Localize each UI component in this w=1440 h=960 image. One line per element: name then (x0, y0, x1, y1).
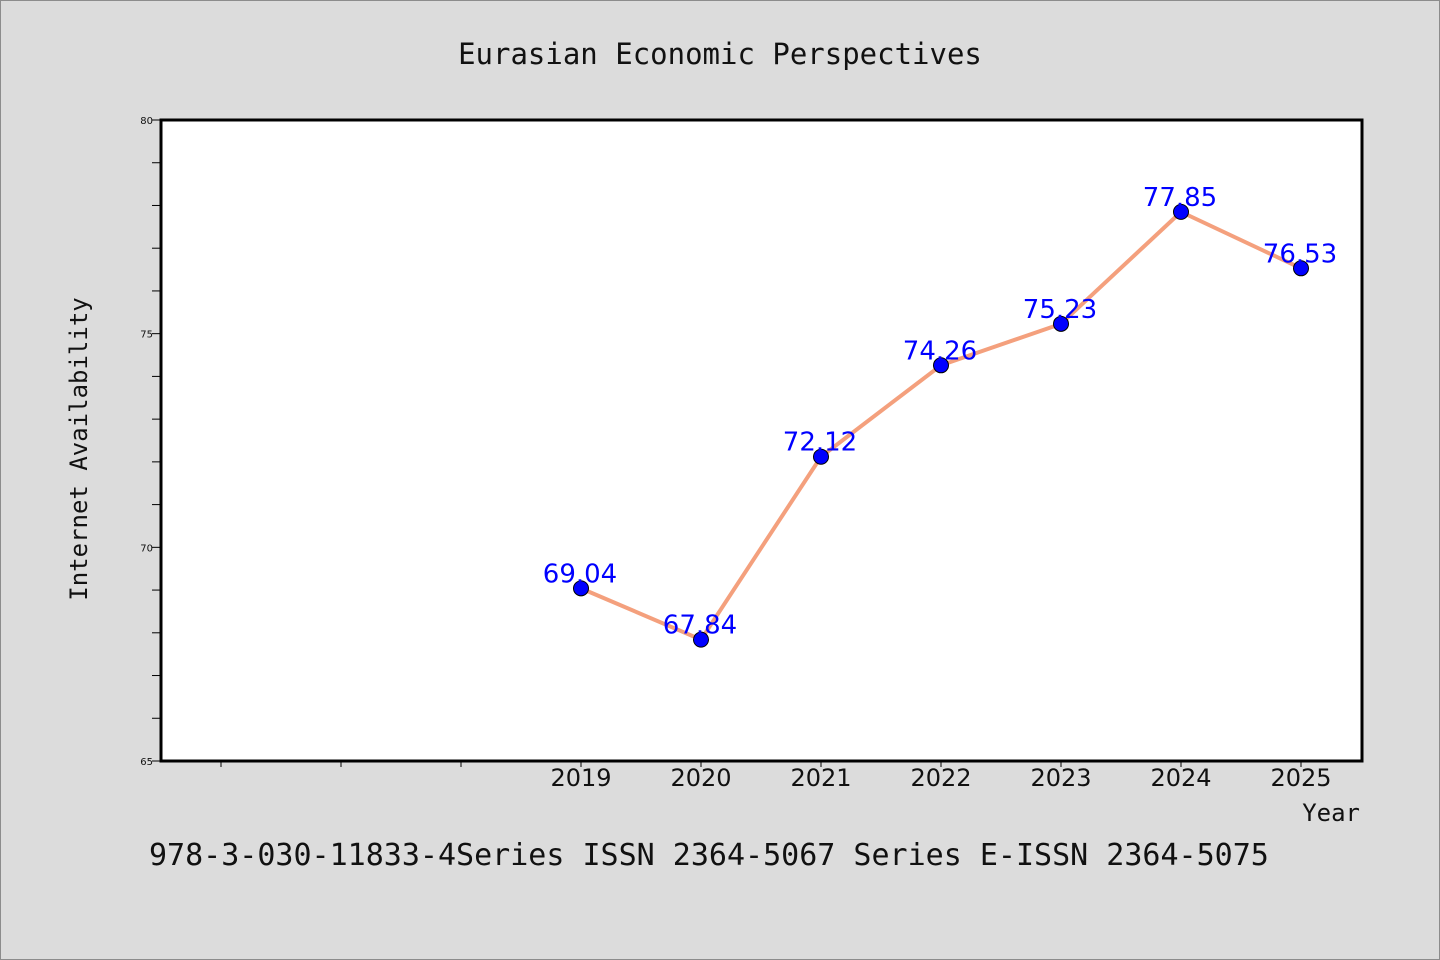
plot-area (159, 118, 1364, 763)
data-point (1173, 203, 1189, 220)
data-point (573, 580, 589, 597)
data-label: 72.12 (783, 428, 857, 458)
data-point (1293, 260, 1309, 277)
data-label: 67.84 (663, 611, 737, 641)
x-tick-label: 2025 (1270, 764, 1331, 792)
data-label: 69.04 (543, 559, 617, 589)
y-tick-label: 65 (140, 757, 153, 768)
data-label: 77.85 (1143, 183, 1217, 213)
y-minor-ticks (152, 162, 161, 719)
data-points (573, 203, 1309, 648)
x-tick-label: 2023 (1030, 764, 1091, 792)
data-label: 74.26 (903, 336, 977, 366)
data-point (1053, 315, 1069, 332)
x-tick-label: 2021 (790, 764, 851, 792)
data-point (933, 357, 949, 374)
data-label: 75.23 (1023, 295, 1097, 325)
y-tick-label: 70 (140, 543, 153, 554)
y-tick-label: 80 (140, 116, 153, 127)
isbn-issn-footer: 978-3-030-11833-4Series ISSN 2364-5067 S… (149, 838, 1269, 873)
data-label: 76.53 (1263, 239, 1337, 269)
x-tick-label: 2022 (910, 764, 971, 792)
x-ticks: 2019 2020 2021 2022 2023 2024 2025 (220, 761, 1332, 792)
x-axis-label: Year (1302, 799, 1360, 827)
data-point (813, 448, 829, 465)
x-tick-label: 2024 (1150, 764, 1211, 792)
x-tick-label: 2019 (550, 764, 611, 792)
y-tick-label: 75 (140, 330, 153, 341)
data-labels: 69.04 67.84 72.12 74.26 75.23 77.85 76.53 (543, 183, 1337, 641)
y-axis-label: Internet Availability (65, 297, 93, 600)
chart-title: Eurasian Economic Perspectives (458, 37, 982, 71)
x-tick-label: 2020 (670, 764, 731, 792)
data-point (693, 631, 709, 648)
y-major-ticks: 65 70 75 80 (140, 116, 161, 768)
